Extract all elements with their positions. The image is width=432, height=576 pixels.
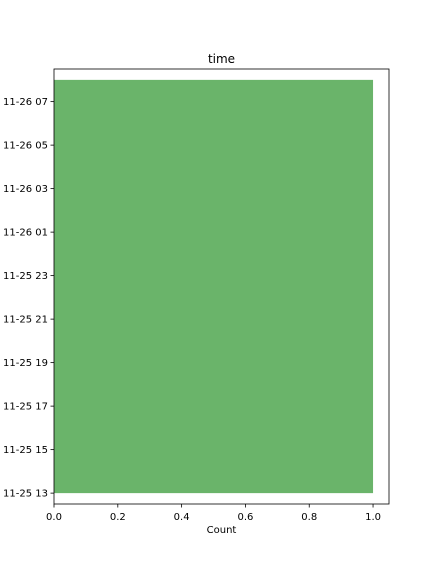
- x-tick-label: 1.0: [365, 512, 381, 523]
- bars-layer: [54, 79, 374, 494]
- x-tick-label: 0.4: [174, 512, 190, 523]
- y-tick-label: 11-26 05: [3, 141, 48, 152]
- x-tick-label: 0.8: [301, 512, 317, 523]
- x-tick-label: 0.0: [46, 512, 62, 523]
- y-tick-label: 11-26 03: [3, 184, 48, 195]
- x-tick-label: 0.6: [237, 512, 253, 523]
- y-tick-label: 11-25 13: [3, 489, 48, 500]
- y-axis-ticks: 11-26 07 11-26 05 11-26 03 11-26 01 11-25 23…: [3, 97, 54, 500]
- chart-title: time: [208, 52, 235, 66]
- x-axis-ticks: 0.0 0.2 0.4 0.6 0.8 1.0: [46, 504, 381, 523]
- y-tick-label: 11-26 01: [3, 228, 48, 239]
- y-tick-label: 11-25 17: [3, 402, 48, 413]
- y-tick-label: 11-25 21: [3, 315, 48, 326]
- y-tick-label: 11-25 15: [3, 445, 48, 456]
- y-tick-label: 11-26 07: [3, 97, 48, 108]
- x-axis-label: Count: [207, 525, 237, 536]
- y-tick-label: 11-25 23: [3, 271, 48, 282]
- axes-frame: [53, 68, 390, 505]
- y-tick-label: 11-25 19: [3, 358, 48, 369]
- x-tick-label: 0.2: [110, 512, 126, 523]
- bar-0: [54, 79, 374, 494]
